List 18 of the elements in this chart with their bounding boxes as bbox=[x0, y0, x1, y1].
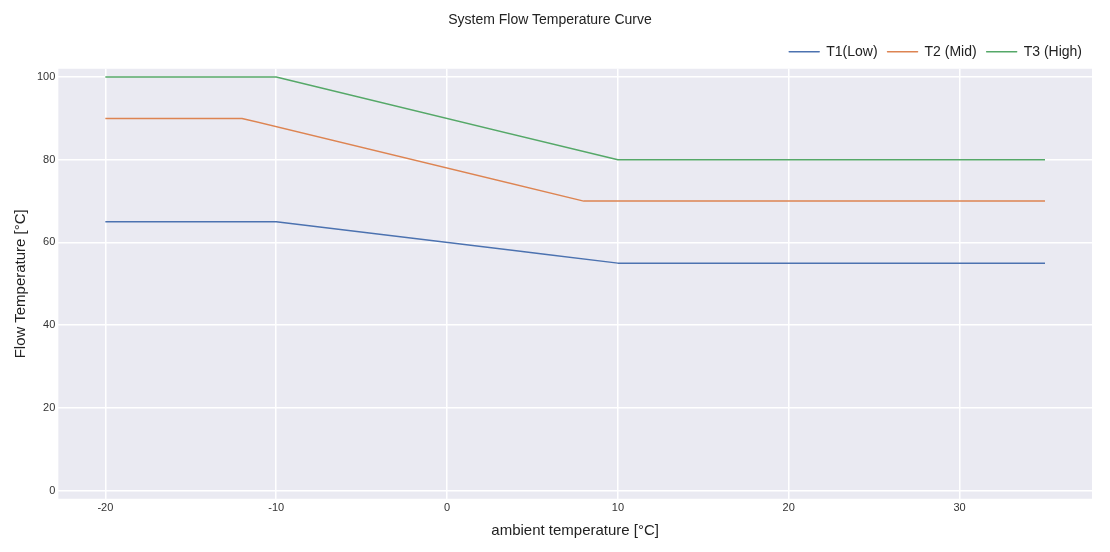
legend-label: T1(Low) bbox=[826, 42, 878, 59]
y-tick-label: 60 bbox=[43, 235, 56, 248]
chart-title: System Flow Temperature Curve bbox=[448, 11, 652, 28]
y-tick-label: 0 bbox=[49, 483, 56, 496]
x-tick-label: -10 bbox=[268, 501, 285, 514]
legend-label: T2 (Mid) bbox=[924, 42, 977, 59]
x-tick-label: 10 bbox=[611, 501, 625, 514]
y-tick-label: 80 bbox=[43, 152, 56, 165]
x-tick-label: 0 bbox=[443, 501, 451, 514]
x-tick-label: -20 bbox=[97, 501, 114, 514]
y-axis-title: Flow Temperature [°C] bbox=[11, 209, 29, 359]
legend-label: T3 (High) bbox=[1023, 42, 1083, 59]
x-axis-title: ambient temperature [°C] bbox=[491, 521, 660, 539]
x-tick-label: 20 bbox=[782, 501, 795, 514]
x-tick-label: 30 bbox=[953, 501, 966, 514]
y-tick-label: 20 bbox=[43, 400, 56, 413]
y-tick-label: 40 bbox=[43, 318, 56, 331]
y-tick-label: 100 bbox=[36, 70, 56, 83]
